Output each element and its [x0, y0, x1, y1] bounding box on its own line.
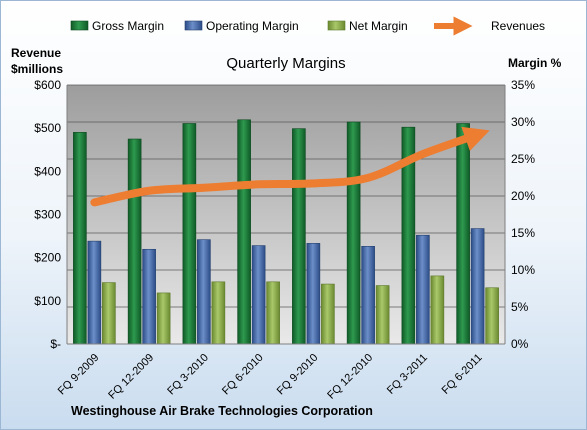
operating-margin-bar: [470, 228, 485, 345]
legend-operating-margin: Operating Margin: [206, 19, 299, 33]
gross-margin-bar: [127, 138, 142, 345]
legend: Gross Margin Operating Margin Net Margin…: [70, 16, 545, 36]
right-tick-label: 5%: [511, 300, 529, 314]
x-tick-label: FQ 3-2011: [385, 352, 430, 397]
net-margin-bar: [211, 281, 226, 345]
operating-margin-bar: [197, 239, 211, 345]
left-axis-title-line1: Revenue: [11, 46, 61, 60]
operating-margin-bar: [87, 240, 102, 345]
net-margin-bar: [430, 275, 445, 345]
operating-margin-bar: [251, 245, 266, 345]
gross-margin-bar: [292, 128, 306, 345]
operating-margin-bar: [142, 248, 156, 345]
footer-company-name: Westinghouse Air Brake Technologies Corp…: [71, 404, 373, 418]
right-axis-ticks: 0% 5% 10% 15% 20% 25% 30% 35%: [511, 78, 535, 351]
gross-margin-bar: [73, 132, 87, 345]
x-tick-label: FQ 12-2010: [325, 352, 375, 402]
net-margin-bar: [266, 281, 280, 345]
x-tick-label: FQ 12-2009: [106, 352, 156, 402]
left-tick-label: $500: [34, 121, 61, 135]
chart-title: Quarterly Margins: [226, 55, 345, 72]
right-tick-label: 25%: [511, 152, 535, 166]
right-axis-title: Margin %: [508, 56, 562, 70]
operating-margin-bar: [416, 234, 430, 345]
net-margin-bar: [375, 285, 390, 345]
left-axis-title-line2: $millions: [11, 62, 63, 76]
gross-margin-bar: [456, 123, 470, 345]
right-tick-label: 30%: [511, 115, 535, 129]
left-tick-label: $400: [34, 164, 61, 178]
net-margin-bar: [102, 282, 116, 345]
right-tick-label: 0%: [511, 337, 529, 351]
x-tick-label: FQ 9-2010: [275, 352, 321, 398]
legend-gross-margin: Gross Margin: [92, 19, 164, 33]
net-margin-bar: [321, 283, 335, 345]
x-tick-label: FQ 6-2011: [440, 352, 485, 397]
operating-margin-bar: [306, 243, 321, 345]
legend-net-margin: Net Margin: [349, 19, 408, 33]
left-tick-label: $100: [34, 294, 61, 308]
x-tick-label: FQ 9-2009: [56, 352, 102, 398]
right-tick-label: 20%: [511, 189, 535, 203]
right-tick-label: 10%: [511, 263, 535, 277]
legend-gross-margin-swatch: [70, 20, 89, 31]
gross-margin-bar: [182, 123, 197, 345]
x-tick-label: FQ 3-2010: [165, 352, 211, 398]
net-margin-bar: [485, 287, 499, 345]
left-tick-label: $300: [34, 208, 61, 222]
left-tick-label: $-: [50, 337, 61, 351]
left-tick-label: $600: [34, 78, 61, 92]
x-axis-ticks: FQ 9-2009 FQ 12-2009 FQ 3-2010 FQ 6-2010 FQ …: [56, 352, 485, 402]
revenues-line: [90, 126, 490, 207]
left-tick-label: $200: [34, 251, 61, 265]
x-tick-label: FQ 6-2010: [220, 352, 266, 398]
right-tick-label: 15%: [511, 226, 535, 240]
left-axis-ticks: $- $100 $200 $300 $400 $500 $600: [34, 78, 61, 351]
legend-revenues: Revenues: [491, 19, 545, 33]
legend-net-margin-swatch: [327, 20, 346, 31]
legend-operating-margin-swatch: [184, 20, 203, 31]
gross-margin-bar: [346, 121, 361, 345]
right-tick-label: 35%: [511, 78, 535, 92]
net-margin-bar: [156, 292, 171, 345]
operating-margin-bar: [361, 246, 375, 345]
gross-margin-bar: [237, 119, 251, 345]
revenue-line: [90, 126, 490, 207]
